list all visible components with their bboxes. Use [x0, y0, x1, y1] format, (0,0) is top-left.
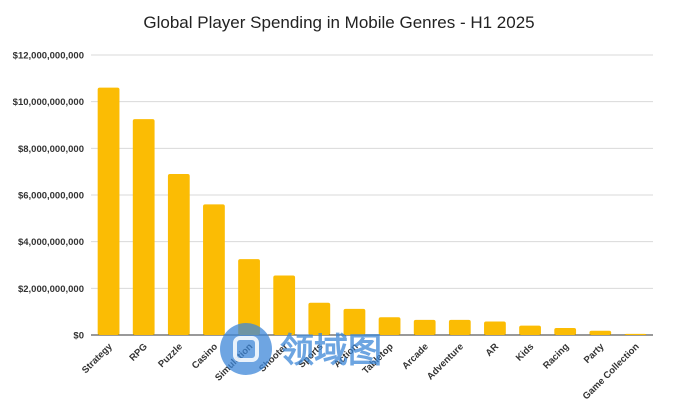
- x-tick-label: RPG: [127, 341, 149, 363]
- y-tick-label: $10,000,000,000: [13, 97, 84, 108]
- bar-puzzle: [167, 174, 190, 335]
- y-tick-label: $6,000,000,000: [18, 191, 84, 202]
- bar-adventure: [448, 319, 471, 335]
- bar-action: [343, 308, 366, 335]
- bar-simulation: [238, 259, 260, 335]
- x-tick-label: Strategy: [80, 341, 115, 376]
- bar-rpg: [132, 119, 155, 336]
- y-tick-label: $12,000,000,000: [13, 51, 84, 62]
- bar-ar: [484, 321, 506, 335]
- bar-sports: [308, 302, 331, 335]
- x-tick-label: Racing: [541, 341, 571, 371]
- x-tick-label: AR: [484, 341, 502, 359]
- x-tick-label: Casino: [190, 341, 220, 371]
- x-tick-label: Puzzle: [156, 341, 185, 370]
- bar-strategy: [97, 87, 120, 336]
- bar-party: [589, 330, 612, 335]
- x-tick-label: Adventure: [425, 341, 466, 382]
- x-tick-label: Arcade: [400, 341, 431, 372]
- bar-casino: [203, 204, 225, 335]
- y-axis-ticks: $0 $2,000,000,000 $4,000,000,000 $6,000,000…: [13, 51, 84, 342]
- bar-shooter: [273, 275, 296, 335]
- bar-racing: [554, 328, 577, 335]
- bars: [97, 87, 647, 336]
- x-tick-label: Party: [582, 341, 607, 366]
- y-tick-label: $4,000,000,000: [18, 237, 84, 248]
- watermark-text: 领域图: [280, 331, 382, 371]
- bar-tabletop: [378, 317, 401, 335]
- watermark-logo-inner-icon: [233, 336, 259, 362]
- y-tick-label: $0: [73, 331, 84, 342]
- x-tick-label: Kids: [514, 341, 536, 363]
- watermark: 领域图: [220, 323, 382, 375]
- y-tick-label: $8,000,000,000: [18, 144, 84, 155]
- bar-game-collection: [624, 333, 647, 335]
- y-tick-label: $2,000,000,000: [18, 284, 84, 295]
- bar-kids: [519, 325, 541, 335]
- watermark-logo-icon: [220, 323, 272, 375]
- bar-arcade: [413, 319, 436, 335]
- chart-title: Global Player Spending in Mobile Genres …: [143, 13, 535, 32]
